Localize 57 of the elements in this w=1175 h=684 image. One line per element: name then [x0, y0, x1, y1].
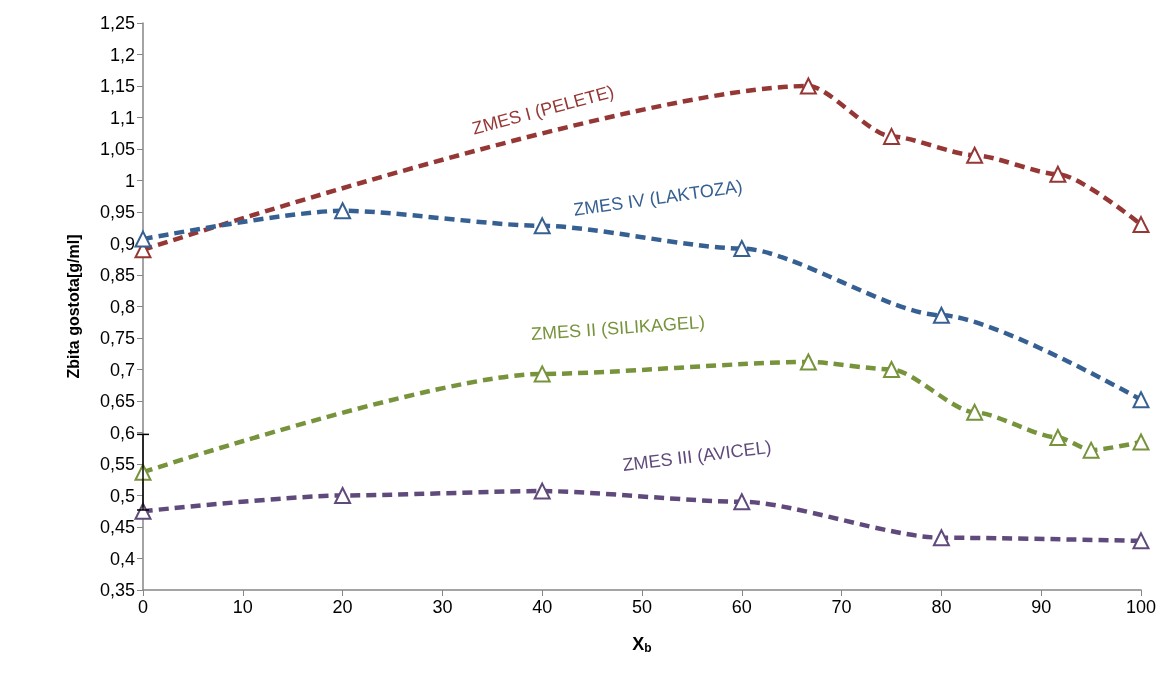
- y-tick-label: 0,65: [99, 391, 135, 411]
- x-tick-label: 90: [1031, 597, 1052, 617]
- text: ZMES III (AVICEL): [621, 436, 773, 476]
- x-tick-label: 40: [532, 597, 553, 617]
- point: [1082, 441, 1100, 459]
- y-tick-label: 1,05: [99, 139, 135, 159]
- point: [966, 403, 984, 421]
- y-tick-label: 0,7: [109, 359, 135, 380]
- point: [932, 306, 950, 324]
- x-tick-label: 50: [631, 597, 653, 617]
- y-tick-label: 1,25: [99, 13, 135, 33]
- x-tick-label: 60: [731, 597, 752, 617]
- y-tick-label: 1,1: [109, 107, 135, 128]
- y-tick-label: 0,85: [99, 265, 135, 285]
- x-tick-label: 20: [332, 597, 353, 617]
- y-tick-label: 0,5: [109, 485, 135, 506]
- x-tick-label: 100: [1125, 597, 1157, 617]
- point: [932, 529, 950, 547]
- point: [966, 146, 984, 164]
- x-tick-label: 70: [831, 597, 852, 617]
- y-tick-label: 0,6: [109, 422, 135, 443]
- point: [883, 127, 900, 145]
- y-tick-label: 0,8: [109, 296, 135, 317]
- y-tick-label: 0,45: [99, 517, 135, 537]
- y-tick-label: 1,2: [109, 44, 135, 65]
- x-tick-label: 0: [137, 597, 149, 617]
- point: [134, 230, 152, 248]
- y-tick-label: 0,55: [99, 454, 135, 474]
- y-axis-title: Zbita gostota[g/ml]: [64, 234, 82, 379]
- point: [533, 482, 551, 500]
- point: [733, 240, 751, 258]
- point: [1049, 165, 1067, 183]
- point: [334, 487, 352, 504]
- point: [533, 365, 551, 383]
- point: [533, 217, 551, 235]
- point: [1049, 429, 1067, 447]
- y-tick-label: 0,35: [99, 580, 135, 600]
- y-tick-label: 0,75: [99, 328, 135, 348]
- point: [883, 361, 900, 378]
- point: [799, 353, 817, 371]
- point: [1132, 433, 1150, 451]
- y-tick-label: 1: [124, 170, 135, 191]
- x-tick-label: 30: [432, 597, 453, 617]
- y-tick-label: 0,9: [109, 233, 135, 254]
- point: [1132, 216, 1150, 234]
- text: ZMES IV (LAKTOZA): [572, 176, 744, 220]
- y-tick-label: 1,15: [99, 76, 135, 96]
- series-label: ZMES II (SILIKAGEL): [530, 311, 706, 345]
- point: [334, 202, 352, 220]
- point: [799, 77, 817, 95]
- y-tick-label: 0,95: [99, 202, 135, 222]
- x-tick-label: 10: [232, 597, 253, 617]
- point: [1132, 532, 1150, 550]
- point: [733, 493, 751, 511]
- y-tick-label: 0,4: [109, 548, 135, 569]
- x-tick-label: 80: [931, 597, 952, 617]
- point: [1132, 391, 1150, 409]
